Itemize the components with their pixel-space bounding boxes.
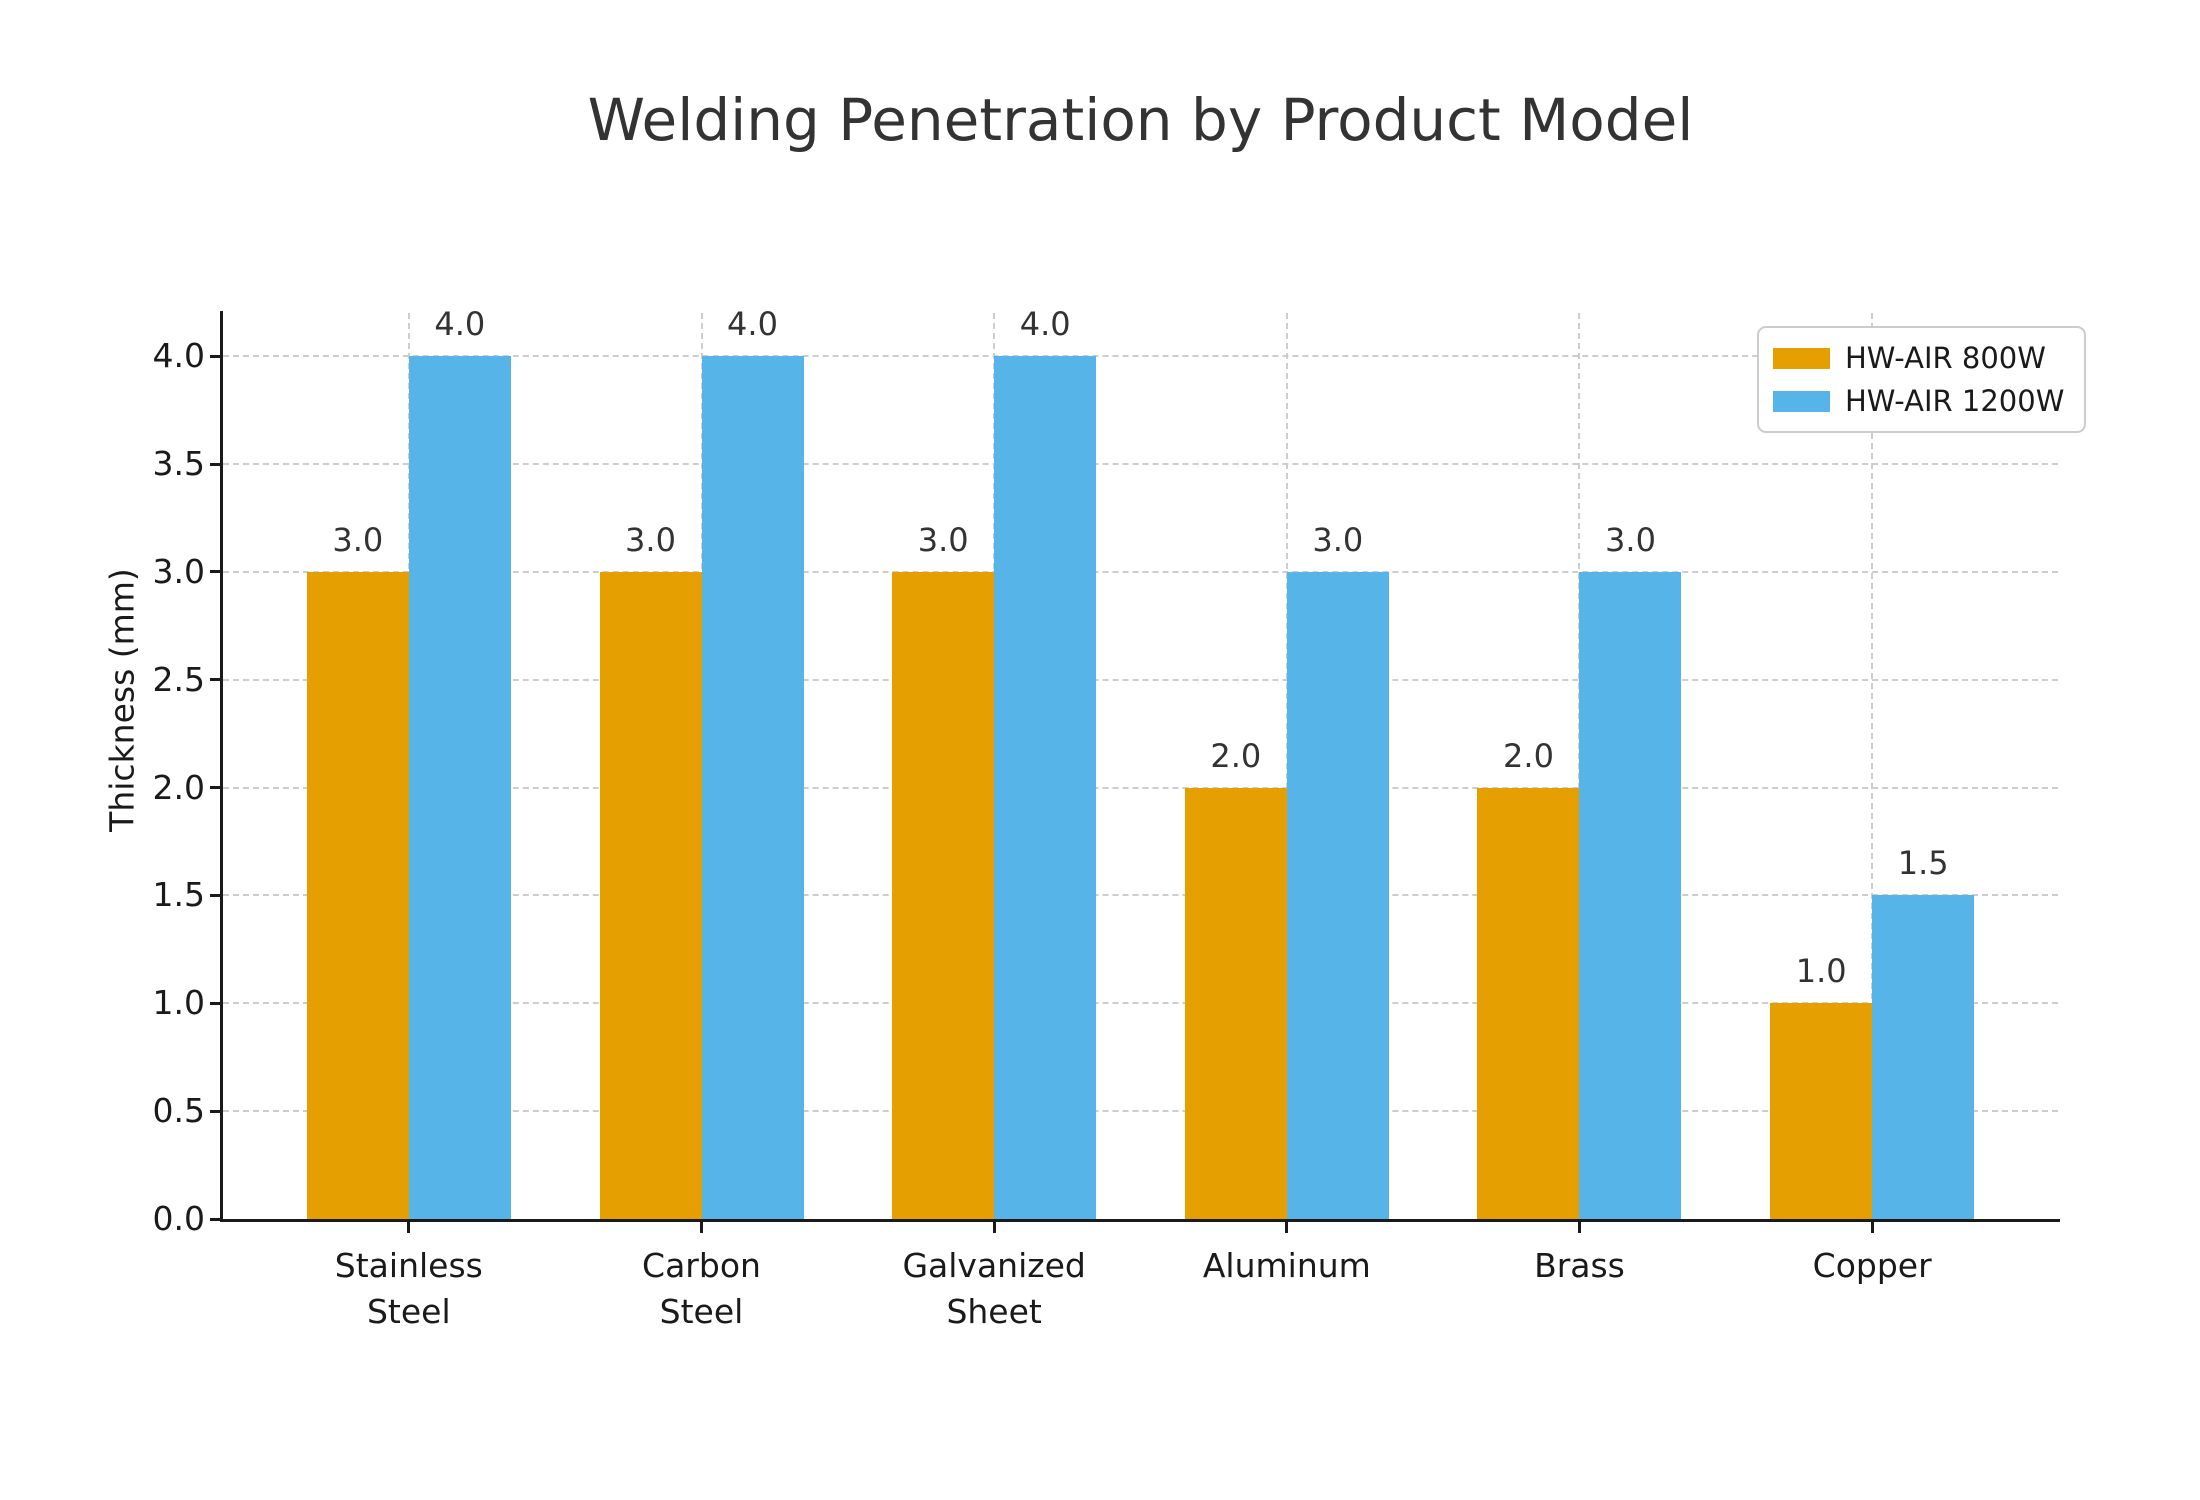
bar-value-label: 3.0 [332, 520, 384, 559]
bar-hw-air-1200w [1579, 571, 1682, 1219]
legend-item-label: HW-AIR 1200W [1845, 384, 2065, 418]
x-tick-label: Copper [1812, 1246, 1932, 1285]
y-tick-mark [210, 570, 221, 574]
bar-hw-air-800w [892, 571, 995, 1219]
horizontal-gridline [223, 894, 2058, 897]
y-tick-label: 3.0 [152, 551, 205, 591]
legend-swatch-icon [1773, 390, 1830, 412]
y-tick-label: 1.0 [152, 983, 205, 1023]
y-tick-mark [210, 1001, 221, 1005]
horizontal-gridline [223, 1002, 2058, 1005]
bar-hw-air-800w [1477, 787, 1580, 1219]
vertical-gridline [1871, 313, 1874, 1219]
y-tick-label: 0.0 [152, 1199, 205, 1238]
x-tick-mark [1870, 1222, 1874, 1233]
bar-value-label: 3.0 [1605, 520, 1656, 559]
bar-hw-air-1200w [994, 356, 1097, 1219]
y-tick-label: 1.5 [152, 875, 205, 915]
y-tick-mark [210, 893, 221, 897]
legend: HW-AIR 800W HW-AIR 1200W [1757, 326, 2087, 433]
bar-value-label: 3.0 [917, 520, 969, 559]
bar-hw-air-800w [306, 571, 409, 1219]
bar-hw-air-800w [1184, 787, 1287, 1219]
bar-value-label: 4.0 [434, 305, 486, 344]
bar-value-label: 3.0 [1312, 520, 1364, 559]
bar-value-label: 2.0 [1503, 736, 1554, 775]
bar-hw-air-1200w [701, 356, 804, 1219]
bar-hw-air-1200w [1286, 571, 1389, 1219]
y-tick-mark [210, 1109, 221, 1113]
x-tick-label: Brass [1534, 1246, 1625, 1285]
horizontal-gridline [223, 570, 2058, 573]
y-tick-label: 2.5 [152, 659, 205, 699]
legend-item: HW-AIR 800W [1773, 341, 2064, 375]
y-tick-mark [210, 1217, 221, 1221]
legend-item-label: HW-AIR 800W [1845, 341, 2046, 375]
x-tick-label: Aluminum [1202, 1246, 1371, 1285]
x-axis-spine [220, 1219, 2060, 1222]
horizontal-gridline [223, 786, 2058, 789]
x-tick-label: Galvanized Sheet [902, 1246, 1086, 1331]
y-tick-label: 4.0 [152, 336, 205, 376]
bar-value-label: 3.0 [625, 520, 676, 559]
bar-hw-air-800w [599, 571, 702, 1219]
x-tick-label: Carbon Steel [642, 1246, 761, 1331]
bar-hw-air-1200w [408, 356, 511, 1219]
bar-value-label: 1.0 [1795, 952, 1847, 991]
y-tick-mark [210, 354, 221, 358]
y-tick-label: 0.5 [152, 1091, 205, 1131]
x-tick-label: Stainless Steel [334, 1246, 483, 1331]
y-tick-label: 3.5 [152, 444, 205, 483]
bar-hw-air-1200w [1872, 895, 1975, 1219]
chart-title: Welding Penetration by Product Model [587, 86, 1694, 154]
y-axis-spine [220, 311, 223, 1222]
y-tick-mark [210, 462, 221, 466]
y-tick-mark [210, 786, 221, 790]
x-tick-mark [992, 1222, 996, 1233]
horizontal-gridline [223, 463, 2058, 465]
bar-value-label: 4.0 [1019, 305, 1071, 344]
horizontal-gridline [223, 1110, 2058, 1113]
x-tick-mark [407, 1222, 411, 1233]
y-tick-mark [210, 678, 221, 682]
horizontal-gridline [223, 678, 2058, 681]
x-tick-mark [1577, 1222, 1581, 1233]
y-tick-label: 2.0 [152, 767, 205, 807]
horizontal-gridline [223, 355, 2058, 358]
bar-value-label: 4.0 [727, 305, 778, 344]
bar-value-label: 2.0 [1210, 736, 1262, 775]
x-tick-mark [1285, 1222, 1289, 1233]
legend-swatch-icon [1773, 347, 1830, 369]
legend-item: HW-AIR 1200W [1773, 384, 2064, 418]
bar-value-label: 1.5 [1897, 844, 1949, 883]
x-tick-mark [700, 1222, 703, 1233]
bar-hw-air-800w [1770, 1003, 1873, 1219]
